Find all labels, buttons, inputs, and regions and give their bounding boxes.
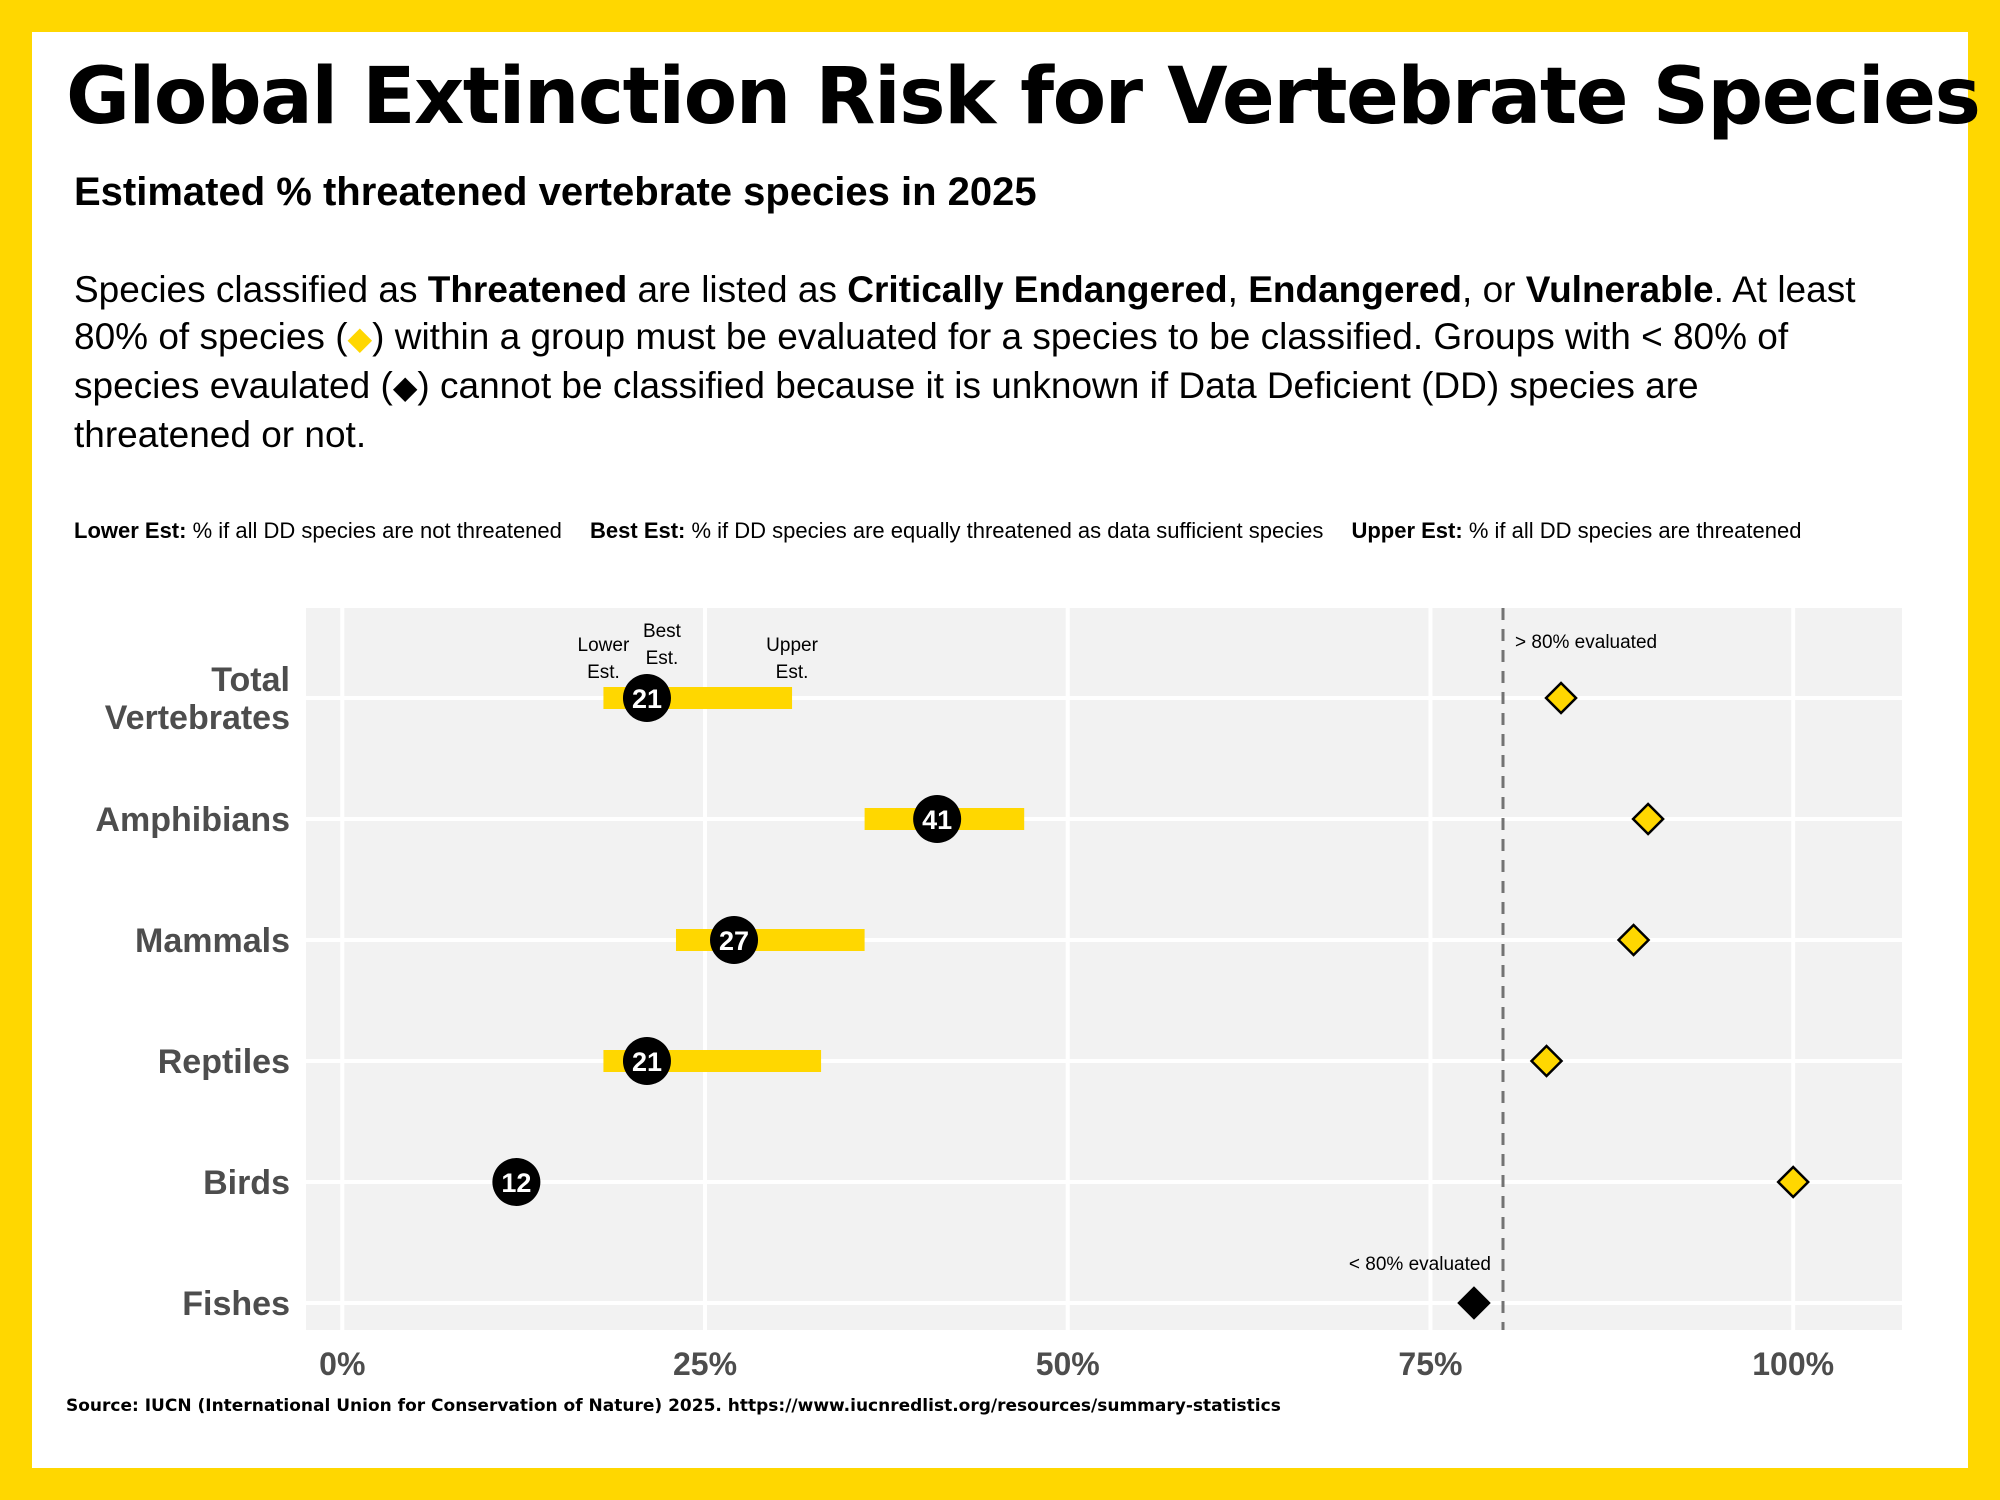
evaluated-diamond-5 (1457, 1286, 1491, 1320)
desc-text-2: are listed as (627, 269, 848, 310)
category-label-line: Fishes (182, 1285, 290, 1323)
annotation-best-est-line: Best (643, 621, 682, 642)
desc-text-5: . At least 80% of species ( (74, 269, 1856, 357)
legend-upper-label: Upper Est: (1351, 518, 1463, 543)
evaluated-diamond-1 (1631, 802, 1665, 836)
category-label-line: Total (211, 661, 290, 699)
x-tick-label-100: 100% (1752, 1346, 1834, 1382)
desc-bold-endangered: Endangered (1248, 269, 1463, 310)
legend-lower-label: Lower Est: (74, 518, 187, 543)
desc-text-6: ) within a group must be evaluated for a… (74, 316, 1789, 406)
legend-best-label: Best Est: (590, 518, 686, 543)
category-label-line: Vertebrates (105, 699, 290, 737)
category-label-0: Total Vertebrates (105, 661, 290, 737)
x-tick-label-0: 0% (319, 1346, 365, 1382)
legend-lower: Lower Est: % if all DD species are not t… (74, 518, 562, 544)
legend-best-text: % if DD species are equally threatened a… (685, 518, 1324, 543)
black-diamond-icon: ◆ (392, 369, 418, 405)
evaluated-diamond-0 (1544, 681, 1578, 715)
source-note: Source: IUCN (International Union for Co… (66, 1396, 1281, 1416)
annotation-best-est-line: Est. (646, 648, 679, 669)
category-label-3: Reptiles (158, 1043, 290, 1081)
category-label-1: Amphibians (95, 801, 290, 839)
desc-text-7: ) cannot be classified because it is unk… (74, 365, 1699, 455)
category-label-2: Mammals (135, 922, 290, 960)
evaluated-diamond-3 (1529, 1044, 1564, 1078)
annotation-upper-est: Upper Est. (766, 635, 818, 683)
page-title: Global Extinction Risk for Vertebrate Sp… (66, 52, 1981, 142)
best-point-0 (622, 674, 671, 722)
estimate-legend: Lower Est: % if all DD species are not t… (74, 518, 1894, 544)
best-point-1 (913, 795, 962, 843)
legend-upper-text: % if all DD species are threatened (1462, 518, 1802, 543)
category-label-line: Reptiles (158, 1043, 290, 1081)
desc-text-4: , or (1462, 269, 1526, 310)
annotation-best-est: Best Est. (643, 621, 682, 669)
plot-panel (306, 608, 1902, 1330)
gold-diamond-icon: ◆ (347, 320, 373, 356)
annotation-upper-est-line: Upper (766, 635, 818, 656)
annotation-lower-est: Lower Est. (578, 635, 630, 683)
annotation-lower-est-line: Est. (587, 662, 620, 683)
desc-text-1: Species classified as (74, 269, 428, 310)
evaluated-diamond-4 (1776, 1165, 1810, 1199)
best-point-4 (492, 1158, 541, 1206)
desc-bold-threatened: Threatened (427, 269, 628, 310)
desc-bold-vulnerable: Vulnerable (1525, 269, 1714, 310)
desc-text-3: , (1227, 269, 1249, 310)
desc-bold-critically-endangered: Critically Endangered (847, 269, 1228, 310)
best-point-3 (622, 1037, 671, 1085)
category-label-line: Mammals (135, 922, 290, 960)
legend-lower-text: % if all DD species are not threatened (186, 518, 562, 543)
x-tick-label-50: 50% (1036, 1346, 1100, 1382)
best-point-2 (710, 916, 759, 964)
best-label-0: 21 (632, 684, 662, 714)
best-label-1: 41 (922, 805, 952, 835)
category-label-5: Fishes (182, 1285, 290, 1323)
range-bar-2 (675, 929, 865, 951)
threshold-label-above: > 80% evaluated (1515, 632, 1657, 653)
legend-best: Best Est: % if DD species are equally th… (590, 518, 1323, 544)
best-label-3: 21 (632, 1047, 662, 1077)
category-label-4: Birds (203, 1164, 290, 1202)
legend-upper: Upper Est: % if all DD species are threa… (1351, 518, 1801, 544)
category-label-line: Birds (203, 1164, 290, 1202)
annotation-lower-est-line: Lower (578, 635, 630, 656)
evaluated-diamond-2 (1616, 923, 1651, 957)
description-paragraph: Species classified as Threatened are lis… (74, 266, 1874, 458)
threshold-label-below: < 80% evaluated (1349, 1254, 1491, 1275)
annotation-upper-est-line: Est. (776, 662, 809, 683)
page-subtitle: Estimated % threatened vertebrate specie… (74, 170, 1037, 214)
x-tick-label-75: 75% (1398, 1346, 1462, 1382)
x-tick-label-25: 25% (673, 1346, 737, 1382)
category-label-line: Amphibians (95, 801, 290, 839)
best-label-4: 12 (501, 1168, 531, 1198)
best-label-2: 27 (719, 926, 749, 956)
